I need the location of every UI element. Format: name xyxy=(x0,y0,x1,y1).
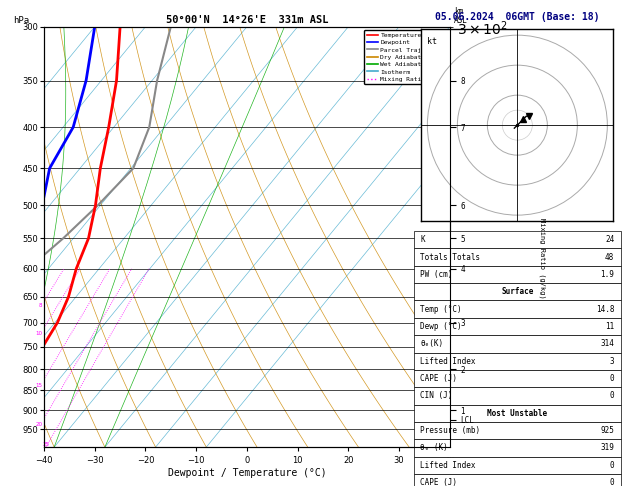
Text: Surface: Surface xyxy=(501,287,533,296)
Bar xyxy=(414,352,621,370)
Bar xyxy=(414,300,621,318)
Text: 1.9: 1.9 xyxy=(601,270,615,279)
Text: 925: 925 xyxy=(601,426,615,435)
Text: 05.06.2024  06GMT (Base: 18): 05.06.2024 06GMT (Base: 18) xyxy=(435,12,599,22)
Text: 8: 8 xyxy=(38,303,42,308)
Text: θₑ (K): θₑ (K) xyxy=(420,443,448,452)
Bar xyxy=(414,318,621,335)
Text: Lifted Index: Lifted Index xyxy=(420,461,476,470)
Text: Lifted Index: Lifted Index xyxy=(420,357,476,366)
Text: CIN (J): CIN (J) xyxy=(420,391,453,400)
Text: K: K xyxy=(420,235,425,244)
Text: 14.8: 14.8 xyxy=(596,305,615,313)
Text: 11: 11 xyxy=(605,322,615,331)
Text: 48: 48 xyxy=(605,253,615,261)
Text: θₑ(K): θₑ(K) xyxy=(420,339,443,348)
Text: Pressure (mb): Pressure (mb) xyxy=(420,426,481,435)
Bar xyxy=(414,405,621,422)
Text: 0: 0 xyxy=(610,478,615,486)
Bar xyxy=(414,387,621,405)
Bar xyxy=(414,283,621,300)
Text: km
ASL: km ASL xyxy=(454,7,468,25)
Text: Dewp (°C): Dewp (°C) xyxy=(420,322,462,331)
Text: 15: 15 xyxy=(36,382,43,387)
Bar xyxy=(414,474,621,486)
Text: 0: 0 xyxy=(610,374,615,383)
Bar xyxy=(414,231,621,248)
Text: CAPE (J): CAPE (J) xyxy=(420,374,457,383)
Title: 50°00'N  14°26'E  331m ASL: 50°00'N 14°26'E 331m ASL xyxy=(165,15,328,25)
Text: Most Unstable: Most Unstable xyxy=(487,409,547,418)
Text: 319: 319 xyxy=(601,443,615,452)
Bar xyxy=(414,457,621,474)
Bar xyxy=(414,248,621,266)
Bar xyxy=(414,335,621,352)
Bar xyxy=(414,422,621,439)
Text: 0: 0 xyxy=(610,461,615,470)
Text: 0: 0 xyxy=(610,391,615,400)
X-axis label: Dewpoint / Temperature (°C): Dewpoint / Temperature (°C) xyxy=(167,468,326,478)
Text: 24: 24 xyxy=(605,235,615,244)
Text: 3: 3 xyxy=(610,357,615,366)
Text: Temp (°C): Temp (°C) xyxy=(420,305,462,313)
Text: 314: 314 xyxy=(601,339,615,348)
Text: Mixing Ratio (g/kg): Mixing Ratio (g/kg) xyxy=(539,218,545,298)
Text: 20: 20 xyxy=(35,422,43,427)
Text: 25: 25 xyxy=(42,442,50,447)
Bar xyxy=(414,370,621,387)
Text: Totals Totals: Totals Totals xyxy=(420,253,481,261)
Bar xyxy=(414,439,621,457)
Text: hPa: hPa xyxy=(14,16,30,25)
Text: 10: 10 xyxy=(36,330,43,336)
Bar xyxy=(414,266,621,283)
Text: PW (cm): PW (cm) xyxy=(420,270,453,279)
Text: kt: kt xyxy=(427,37,437,46)
Legend: Temperature, Dewpoint, Parcel Trajectory, Dry Adiabat, Wet Adiabat, Isotherm, Mi: Temperature, Dewpoint, Parcel Trajectory… xyxy=(364,30,447,85)
Text: CAPE (J): CAPE (J) xyxy=(420,478,457,486)
